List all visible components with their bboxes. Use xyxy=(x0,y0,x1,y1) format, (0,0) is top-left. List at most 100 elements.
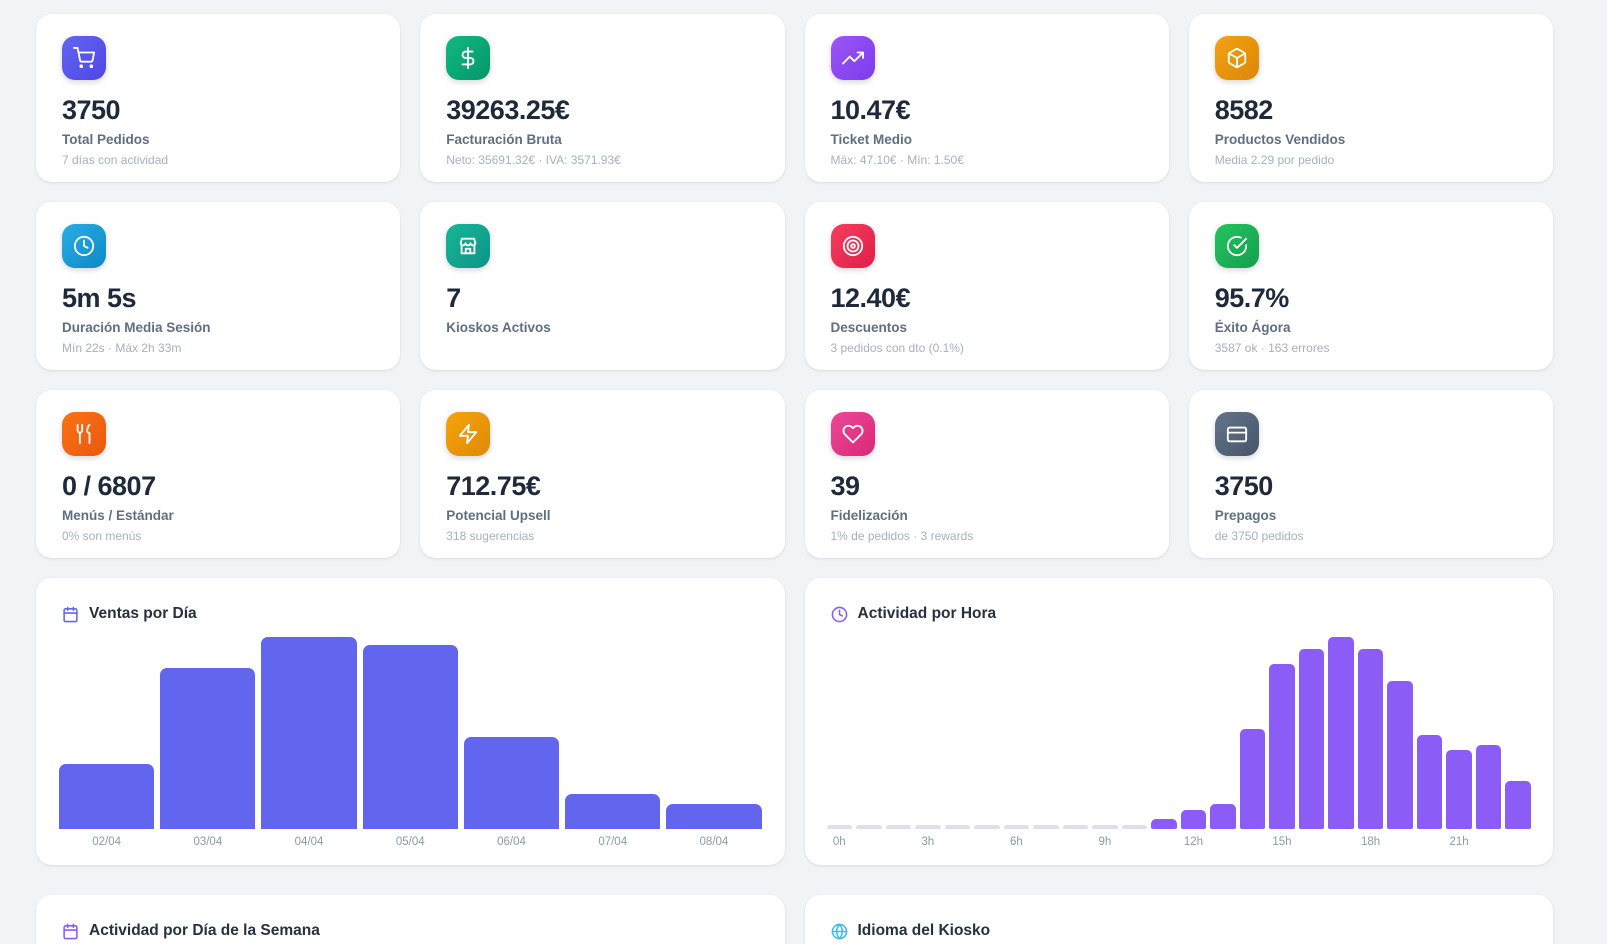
dollar-sign-icon xyxy=(446,36,491,80)
kpi-sublabel: Media 2.29 por pedido xyxy=(1214,152,1335,167)
x-tick-label: 18h xyxy=(1360,836,1381,848)
kpi-sublabel: de 3750 pedidos xyxy=(1214,528,1304,543)
globe-icon xyxy=(831,923,847,939)
actividad_por_hora-bar-15h xyxy=(1269,663,1295,829)
clock-icon xyxy=(62,224,106,268)
bar-slot xyxy=(1474,637,1504,829)
actividad_por_hora-bar-1h xyxy=(856,825,882,829)
x-tick-label: 6h xyxy=(1009,836,1023,848)
kpi-card-facturacion-bruta: 39263.25€ Facturación Bruta Neto: 35691.… xyxy=(420,14,785,182)
actividad_por_hora-bar-23h xyxy=(1505,781,1531,829)
x-tick-label xyxy=(1120,836,1150,848)
bars-area xyxy=(56,637,765,829)
x-axis-labels: 02/04 03/04 04/04 05/04 06/04 07/04 08/04 xyxy=(56,836,765,848)
x-tick-label xyxy=(943,836,973,848)
x-tick-label xyxy=(1326,836,1356,848)
chart-title: Actividad por Día de la Semana xyxy=(89,922,320,939)
kpi-card-ticket-medio: 10.47€ Ticket Medio Máx: 47.10€ · Mín: 1… xyxy=(804,14,1169,182)
x-tick-label: 12h xyxy=(1183,836,1204,848)
kpi-label: Ticket Medio xyxy=(830,132,913,147)
kpi-value: 39 xyxy=(830,471,861,501)
kpi-label: Menús / Estándar xyxy=(62,508,174,523)
kpi-sublabel: Máx: 47.10€ · Mín: 1.50€ xyxy=(830,152,964,167)
x-tick-label xyxy=(1474,836,1504,848)
x-tick-label: 03/04 xyxy=(193,836,223,848)
actividad_por_hora-bar-20h xyxy=(1416,734,1443,829)
actividad_por_hora-bar-7h xyxy=(1033,825,1059,829)
kpi-label: Duración Media Sesión xyxy=(62,320,211,335)
kpi-card-duracion-media-sesion: 5m 5s Duración Media Sesión Mín 22s · Má… xyxy=(36,202,401,370)
kpi-sublabel: 3587 ok · 163 errores xyxy=(1214,340,1330,355)
bar-chart-ventas-por-dia: 02/04 03/04 04/04 05/04 06/04 07/04 08/04 xyxy=(56,637,765,848)
chart-header: Actividad por Hora xyxy=(825,604,1534,624)
card-idioma-del-kiosko: Idioma del Kiosko xyxy=(804,895,1553,944)
actividad_por_hora-bar-13h xyxy=(1210,804,1236,829)
chart-title: Idioma del Kiosko xyxy=(857,922,991,939)
x-tick-label xyxy=(1208,836,1238,848)
chart-title: Actividad por Hora xyxy=(857,605,997,622)
chart-header: Ventas por Día xyxy=(56,604,765,624)
kpi-sublabel: 318 sugerencias xyxy=(446,528,535,543)
kpi-sublabel: 1% de pedidos · 3 rewards xyxy=(830,528,974,543)
bottom-row: Actividad por Día de la Semana Idioma de… xyxy=(36,895,1553,944)
shopping-cart-icon xyxy=(62,36,106,80)
kpi-value: 0 / 6807 xyxy=(62,471,156,501)
bar-chart-actividad-por-hora: 0h 3h 6h 9h 12h 15h 18h 21h xyxy=(825,637,1534,848)
chart-card-ventas-por-dia: Ventas por Día 02/04 03/04 04/04 05/04 06/04… xyxy=(36,578,785,865)
bar-slot xyxy=(1179,637,1209,829)
ventas_por_dia-bar-04/04 xyxy=(261,637,357,829)
actividad_por_hora-bar-14h xyxy=(1239,729,1266,829)
kpi-card-exito-agora: 95.7% Éxito Ágora 3587 ok · 163 errores xyxy=(1188,202,1553,370)
kpi-label: Kioskos Activos xyxy=(446,320,551,335)
trending-up-icon xyxy=(830,36,875,80)
actividad_por_hora-bar-12h xyxy=(1180,809,1207,829)
kpi-value: 12.40€ xyxy=(830,283,911,313)
kpi-sublabel: Neto: 35691.32€ · IVA: 3571.93€ xyxy=(446,152,621,167)
x-tick-label xyxy=(1061,836,1091,848)
ventas_por_dia-bar-03/04 xyxy=(160,667,256,829)
kpi-grid: 3750 Total Pedidos 7 días con actividad … xyxy=(36,14,1553,558)
bar-slot xyxy=(562,637,663,829)
kpi-value: 712.75€ xyxy=(446,471,541,501)
kpi-value: 8582 xyxy=(1214,95,1274,125)
actividad_por_hora-bar-2h xyxy=(885,825,912,829)
kpi-card-descuentos: 12.40€ Descuentos 3 pedidos con dto (0.1… xyxy=(804,202,1169,370)
x-tick-label: 08/04 xyxy=(699,836,729,848)
bar-slot xyxy=(1002,637,1032,829)
calendar-icon xyxy=(63,923,78,939)
actividad_por_hora-bar-11h xyxy=(1151,819,1177,829)
bar-slot xyxy=(360,637,461,829)
ventas_por_dia-bar-08/04 xyxy=(666,804,762,829)
x-tick-label xyxy=(1031,836,1061,848)
bars-area xyxy=(825,637,1534,829)
heart-icon xyxy=(830,412,875,456)
actividad_por_hora-bar-8h xyxy=(1062,825,1089,829)
actividad_por_hora-bar-3h xyxy=(915,825,941,829)
bar-slot xyxy=(825,637,855,829)
x-tick-label xyxy=(1503,836,1533,848)
kpi-label: Total Pedidos xyxy=(62,132,150,147)
actividad_por_hora-bar-4h xyxy=(944,825,971,829)
bar-slot xyxy=(663,637,764,829)
x-tick-label: 06/04 xyxy=(497,836,526,848)
bar-slot xyxy=(157,637,258,829)
ventas_por_dia-bar-02/04 xyxy=(59,763,155,829)
bar-slot xyxy=(1208,637,1238,829)
ventas_por_dia-bar-07/04 xyxy=(565,794,661,829)
ventas_por_dia-bar-06/04 xyxy=(463,736,560,829)
x-tick-label xyxy=(884,836,914,848)
bar-slot xyxy=(1090,637,1120,829)
kpi-value: 7 xyxy=(446,283,461,313)
bar-slot xyxy=(1031,637,1061,829)
kpi-label: Éxito Ágora xyxy=(1214,320,1291,335)
ventas_por_dia-bar-05/04 xyxy=(362,644,458,829)
x-tick-label xyxy=(1238,836,1268,848)
kpi-value: 5m 5s xyxy=(62,283,137,313)
bar-slot xyxy=(1297,637,1327,829)
package-icon xyxy=(1214,36,1259,80)
kpi-value: 95.7% xyxy=(1214,283,1290,313)
x-tick-label: 21h xyxy=(1449,836,1469,848)
kpi-sublabel: 3 pedidos con dto (0.1%) xyxy=(830,340,964,355)
kpi-card-productos-vendidos: 8582 Productos Vendidos Media 2.29 por p… xyxy=(1188,14,1553,182)
